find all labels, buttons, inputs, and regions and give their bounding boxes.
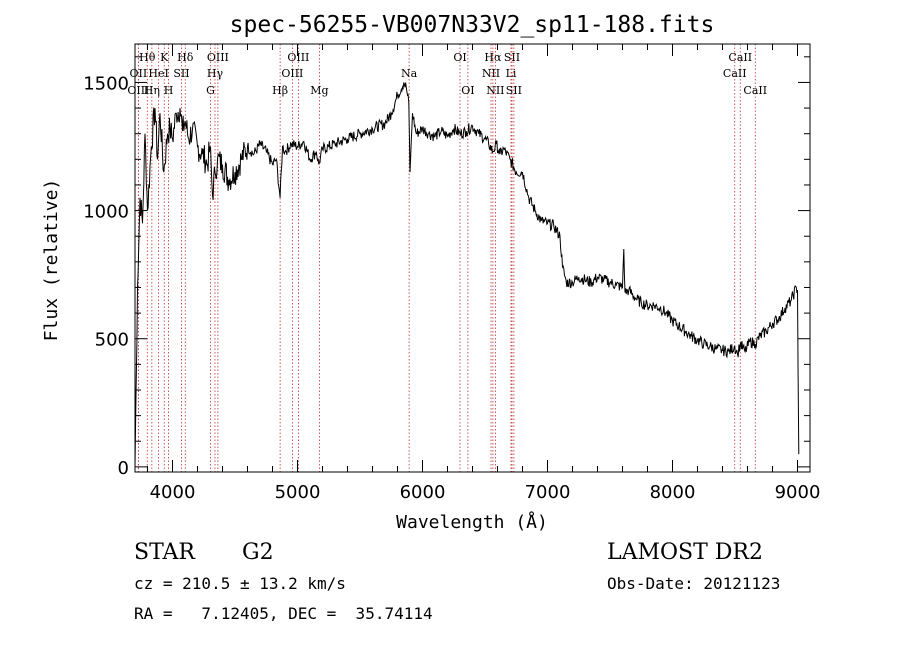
line-label-23: NII [486,84,504,97]
line-label-18: OI [461,84,474,97]
line-label-4: HeI [148,67,168,80]
object-class: STAR [134,540,195,565]
line-label-7: SII [173,67,189,80]
y-tick-label-3: 1500 [83,73,129,94]
coordinates: RA = 7.12405, DEC = 35.74114 [134,604,433,623]
line-label-27: CaII [743,84,767,97]
chart-title: spec-56255-VB007N33V2_sp11-188.fits [230,12,715,38]
x-tick-label-3: 7000 [525,482,571,503]
y-axis-label: Flux (relative) [41,179,62,342]
line-label-2: OIII [127,84,149,97]
y-tick-label-0: 0 [118,458,129,479]
object-subclass: G2 [242,540,274,565]
line-label-26: CaII [723,67,747,80]
line-label-10: Hγ [207,67,224,80]
line-label-13: OIII [281,67,303,80]
line-label-19: Hα [484,51,502,64]
x-tick-label-1: 5000 [275,482,321,503]
line-label-24: SII [506,84,522,97]
line-label-12: OIII [287,51,309,64]
line-label-21: NII [482,67,500,80]
line-label-11: G [206,84,215,97]
plot-frame [134,43,811,473]
line-label-3: K [160,51,169,64]
line-label-20: SII [504,51,520,64]
line-label-9: OIII [207,51,229,64]
x-tick-label-2: 6000 [400,482,446,503]
line-label-6: H [164,84,174,97]
survey-name: LAMOST DR2 [607,540,763,565]
line-label-14: Hβ [272,84,288,97]
line-label-16: Na [401,67,418,80]
obs-date: Obs-Date: 20121123 [607,574,781,593]
spectrum-series-0 [134,82,800,467]
y-tick-label-1: 500 [95,330,129,351]
x-tick-label-5: 9000 [775,482,821,503]
line-label-8: Hδ [177,51,194,64]
line-label-5: Hη [144,84,160,97]
series-layer [134,82,800,467]
y-tick-label-2: 1000 [83,202,129,223]
x-tick-label-4: 8000 [650,482,696,503]
line-label-25: CaII [728,51,752,64]
line-label-0: Hθ [139,51,156,64]
line-label-15: Mg [310,84,328,97]
line-label-17: OI [453,51,466,64]
x-tick-label-0: 4000 [150,482,196,503]
redshift-info: cz = 210.5 ± 13.2 km/s [134,574,346,593]
line-label-22: Li [506,67,517,80]
x-axis-label: Wavelength (Å) [396,511,548,533]
axis-ticks: 4000 5000 6000 7000 8000 9000 0 500 1000 1500 [83,44,820,503]
